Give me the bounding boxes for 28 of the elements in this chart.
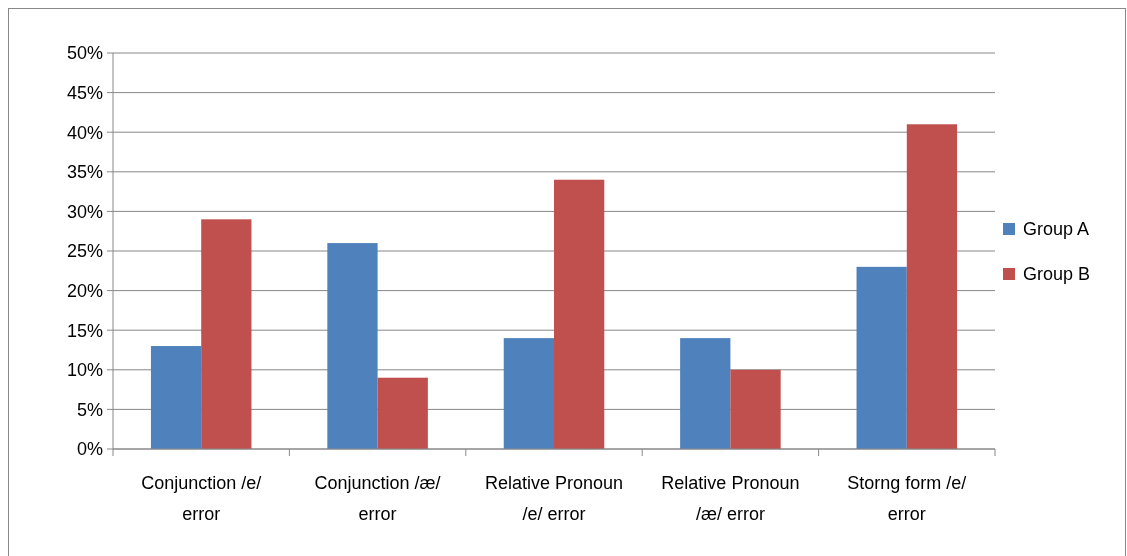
bar (906, 124, 958, 449)
bar (554, 179, 605, 449)
legend-label: Group B (1023, 264, 1091, 285)
y-tick-label: 50% (66, 43, 103, 64)
y-tick-label: 40% (66, 122, 103, 143)
bar (856, 266, 907, 449)
y-tick-label: 15% (66, 320, 103, 341)
bar (680, 338, 731, 449)
bar (150, 346, 202, 449)
y-tick-label: 0% (76, 439, 103, 460)
y-tick-label: 35% (66, 162, 103, 183)
y-tick-label: 20% (66, 280, 103, 301)
bar (201, 219, 252, 449)
x-tick-label: Conjunction /æ/ error (314, 473, 441, 524)
y-tick-label: 10% (66, 360, 103, 381)
bar (730, 369, 781, 449)
y-tick-label: 45% (66, 82, 103, 103)
x-tick-label: Storng form /e/ error (847, 473, 967, 524)
x-tick-label: Relative Pronoun /e/ error (484, 473, 624, 524)
bar (503, 338, 554, 449)
y-tick-label: 30% (66, 201, 103, 222)
y-tick-label: 25% (66, 241, 103, 262)
bar (327, 243, 378, 449)
legend-label: Group A (1023, 219, 1090, 240)
bar (377, 377, 428, 449)
y-tick-label: 5% (76, 399, 103, 420)
x-tick-label: Relative Pronoun /æ/ error (661, 473, 800, 524)
x-tick-label: Conjunction /e/ error (141, 473, 262, 524)
